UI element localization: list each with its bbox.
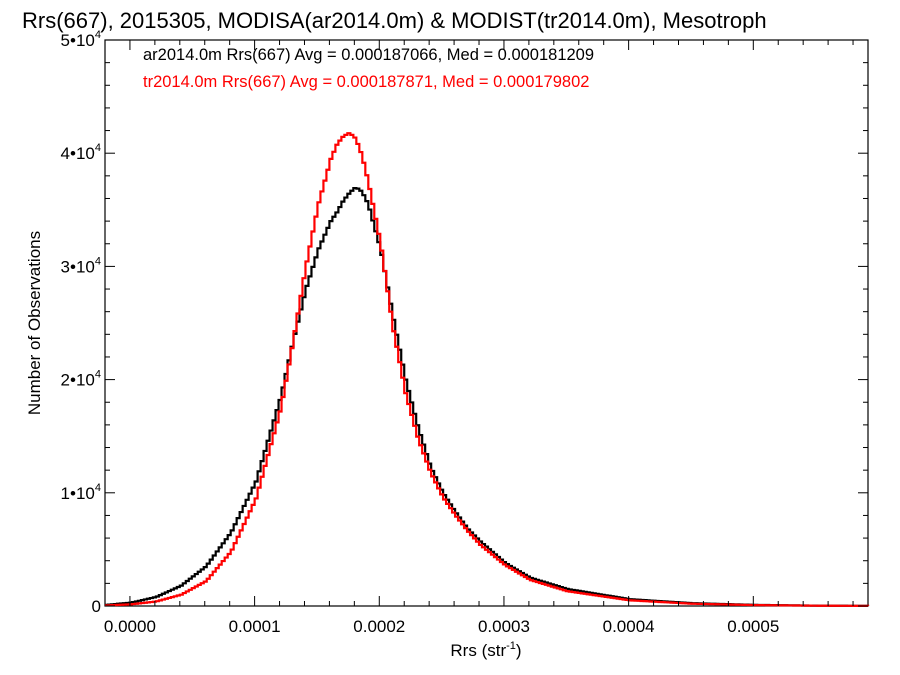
- series-line-1: [105, 186, 870, 607]
- x-axis-label: Rrs (str-1): [450, 640, 521, 660]
- x-tick-label: 0.0001: [229, 617, 281, 636]
- x-tick-label: 0.0002: [353, 617, 405, 636]
- x-tick-label: 0.0004: [603, 617, 655, 636]
- legend-entry-2: tr2014.0m Rrs(667) Avg = 0.000187871, Me…: [143, 73, 589, 91]
- legend: ar2014.0m Rrs(667) Avg = 0.000187066, Me…: [143, 46, 594, 91]
- legend-entry-1: ar2014.0m Rrs(667) Avg = 0.000187066, Me…: [143, 46, 594, 64]
- series-lines: [105, 132, 870, 607]
- y-axis-label: Number of Observations: [25, 231, 44, 415]
- plot-frame: [104, 39, 869, 607]
- plot-area: 0.0000 0.0001 0.0002 0.0003 0.0004 0.0005 0 1•…: [61, 29, 870, 636]
- y-tick-label: 1•104: [61, 482, 101, 503]
- y-axis-ticks: 0 1•104 2•104 3•104 4•104 5•104: [61, 29, 868, 616]
- x-axis-label-close: ): [516, 641, 522, 660]
- x-axis-label-base: Rrs (str: [450, 641, 506, 660]
- x-tick-label: 0.0003: [478, 617, 530, 636]
- series-line-2: [105, 132, 870, 607]
- y-tick-label: 0: [92, 597, 101, 616]
- x-tick-label: 0.0005: [727, 617, 779, 636]
- y-tick-label: 2•104: [61, 369, 101, 390]
- x-axis-ticks: 0.0000 0.0001 0.0002 0.0003 0.0004 0.0005: [104, 40, 854, 636]
- y-tick-label: 5•104: [61, 29, 101, 50]
- chart-title: Rrs(667), 2015305, MODISA(ar2014.0m) & M…: [22, 8, 767, 33]
- y-tick-label: 3•104: [61, 255, 101, 276]
- y-tick-label: 4•104: [61, 142, 101, 163]
- x-axis-label-sup: -1: [506, 640, 516, 652]
- x-tick-label: 0.0000: [104, 617, 156, 636]
